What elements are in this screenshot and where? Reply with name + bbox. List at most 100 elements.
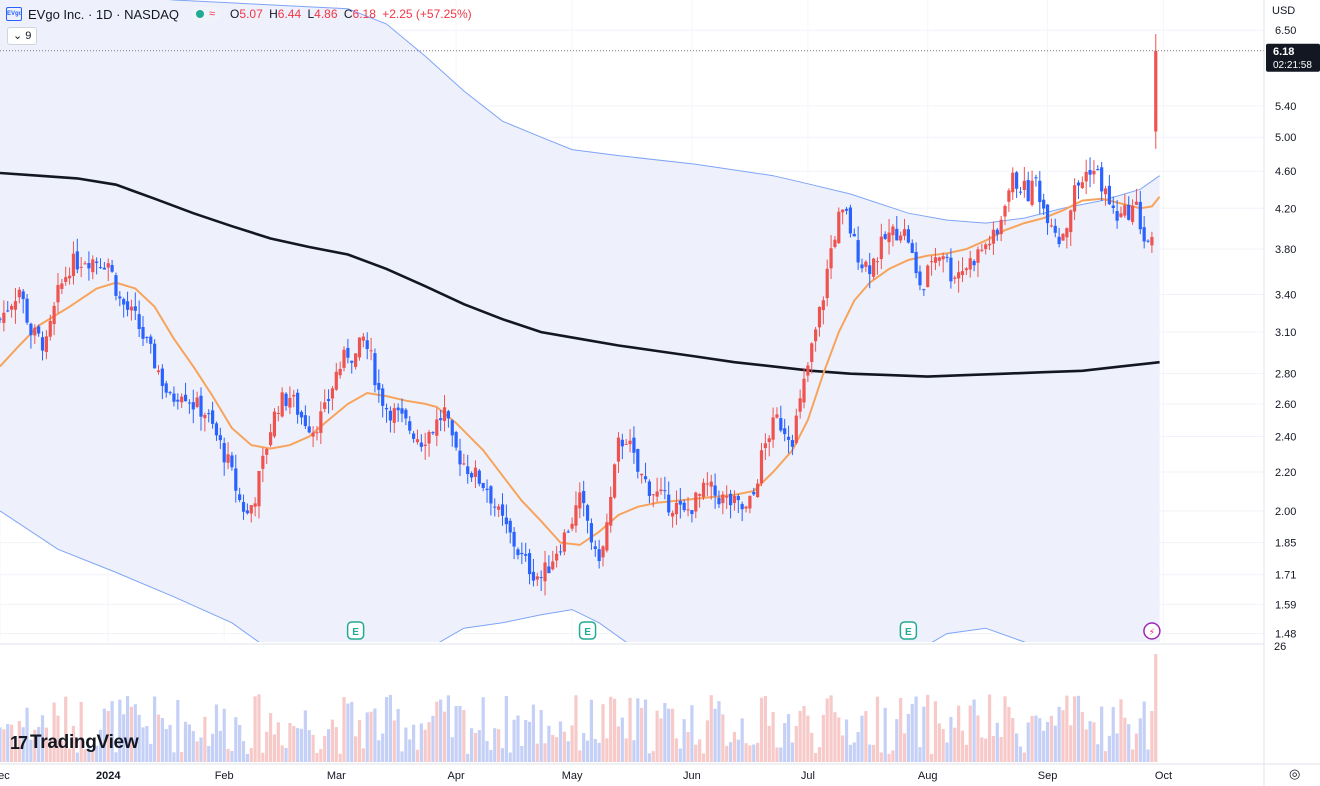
candle-body[interactable]: [408, 421, 412, 431]
candle-body[interactable]: [280, 392, 284, 417]
candle-body[interactable]: [1150, 236, 1154, 246]
candle-body[interactable]: [392, 408, 396, 423]
candle-body[interactable]: [833, 239, 837, 247]
candle-body[interactable]: [585, 505, 590, 521]
candle-body[interactable]: [1069, 210, 1073, 233]
candle-body[interactable]: [825, 268, 829, 299]
candle-body[interactable]: [520, 552, 524, 555]
candle-body[interactable]: [369, 350, 373, 352]
candle-body[interactable]: [794, 415, 798, 444]
candle-body[interactable]: [698, 494, 702, 496]
candle-body[interactable]: [551, 561, 555, 570]
candle-body[interactable]: [999, 219, 1003, 235]
earnings-marker[interactable]: [899, 621, 918, 640]
candle-body[interactable]: [95, 261, 99, 263]
candle-body[interactable]: [149, 336, 153, 344]
candle-body[interactable]: [118, 296, 122, 299]
candle-body[interactable]: [771, 417, 775, 440]
gear-icon[interactable]: ◎: [1289, 766, 1301, 781]
candle-body[interactable]: [106, 263, 110, 268]
candle-body[interactable]: [180, 396, 184, 403]
tradingview-logo[interactable]: 17 TradingView: [10, 732, 139, 754]
candle-body[interactable]: [350, 360, 354, 363]
earnings-marker[interactable]: [578, 621, 597, 640]
candle-body[interactable]: [83, 263, 87, 265]
candle-body[interactable]: [868, 265, 872, 275]
candle-body[interactable]: [25, 298, 29, 323]
candle-body[interactable]: [214, 423, 219, 436]
candle-body[interactable]: [1011, 172, 1015, 193]
candle-body[interactable]: [1146, 240, 1150, 242]
candle-body[interactable]: [396, 407, 400, 411]
candle-body[interactable]: [640, 473, 644, 476]
candle-body[interactable]: [357, 337, 362, 358]
candle-body[interactable]: [1084, 171, 1088, 182]
candle-body[interactable]: [1142, 227, 1146, 242]
candle-body[interactable]: [620, 439, 624, 447]
candle-body[interactable]: [6, 310, 10, 312]
candle-body[interactable]: [187, 402, 192, 404]
candle-body[interactable]: [1103, 188, 1108, 195]
candle-body[interactable]: [616, 437, 621, 462]
candle-body[interactable]: [384, 407, 389, 410]
candle-body[interactable]: [713, 485, 717, 496]
candle-body[interactable]: [354, 353, 358, 367]
candle-body[interactable]: [1065, 228, 1069, 238]
candle-body[interactable]: [473, 467, 478, 478]
candle-body[interactable]: [319, 411, 323, 433]
candle-body[interactable]: [330, 388, 335, 399]
candle-body[interactable]: [431, 432, 435, 434]
candle-body[interactable]: [199, 395, 203, 417]
candle-body[interactable]: [566, 531, 570, 533]
candle-body[interactable]: [326, 399, 331, 402]
candle-body[interactable]: [0, 318, 2, 320]
candle-body[interactable]: [9, 305, 14, 310]
candle-body[interactable]: [705, 483, 709, 485]
candle-body[interactable]: [651, 494, 655, 496]
candle-body[interactable]: [1076, 182, 1081, 186]
candle-body[interactable]: [906, 229, 910, 243]
candle-body[interactable]: [1072, 185, 1077, 212]
candle-body[interactable]: [980, 249, 984, 251]
candle-body[interactable]: [775, 414, 779, 418]
candle-body[interactable]: [995, 229, 999, 235]
candle-body[interactable]: [500, 504, 505, 516]
candle-body[interactable]: [493, 506, 497, 508]
candle-body[interactable]: [1115, 211, 1119, 221]
candle-body[interactable]: [1088, 170, 1092, 175]
candle-body[interactable]: [806, 365, 810, 376]
candle-body[interactable]: [44, 336, 48, 353]
candle-body[interactable]: [450, 420, 454, 436]
event-markers[interactable]: E E E ⚡: [346, 621, 1161, 640]
candle-body[interactable]: [914, 251, 918, 274]
candle-body[interactable]: [848, 207, 852, 234]
candle-body[interactable]: [1007, 190, 1011, 202]
candle-body[interactable]: [261, 455, 265, 469]
candle-body[interactable]: [527, 553, 532, 575]
candle-body[interactable]: [91, 259, 95, 273]
candle-body[interactable]: [589, 523, 594, 543]
candle-body[interactable]: [33, 327, 37, 336]
candle-body[interactable]: [941, 256, 945, 260]
candle-body[interactable]: [21, 291, 25, 300]
candle-body[interactable]: [195, 397, 199, 407]
candle-body[interactable]: [454, 432, 458, 448]
candle-body[interactable]: [790, 440, 795, 447]
candle-body[interactable]: [1034, 177, 1038, 179]
candle-body[interactable]: [415, 439, 420, 443]
candle-body[interactable]: [129, 306, 134, 311]
candle-body[interactable]: [334, 371, 338, 390]
candle-body[interactable]: [682, 502, 686, 511]
candle-body[interactable]: [987, 243, 992, 246]
candle-body[interactable]: [678, 500, 682, 505]
candle-body[interactable]: [412, 433, 416, 439]
candle-body[interactable]: [694, 492, 698, 512]
candle-body[interactable]: [945, 256, 949, 258]
candle-body[interactable]: [821, 300, 825, 311]
candle-body[interactable]: [160, 368, 164, 386]
candle-body[interactable]: [17, 289, 21, 298]
candle-body[interactable]: [798, 398, 802, 412]
candle-body[interactable]: [531, 571, 536, 581]
candle-body[interactable]: [276, 413, 280, 415]
candle-body[interactable]: [779, 418, 783, 431]
